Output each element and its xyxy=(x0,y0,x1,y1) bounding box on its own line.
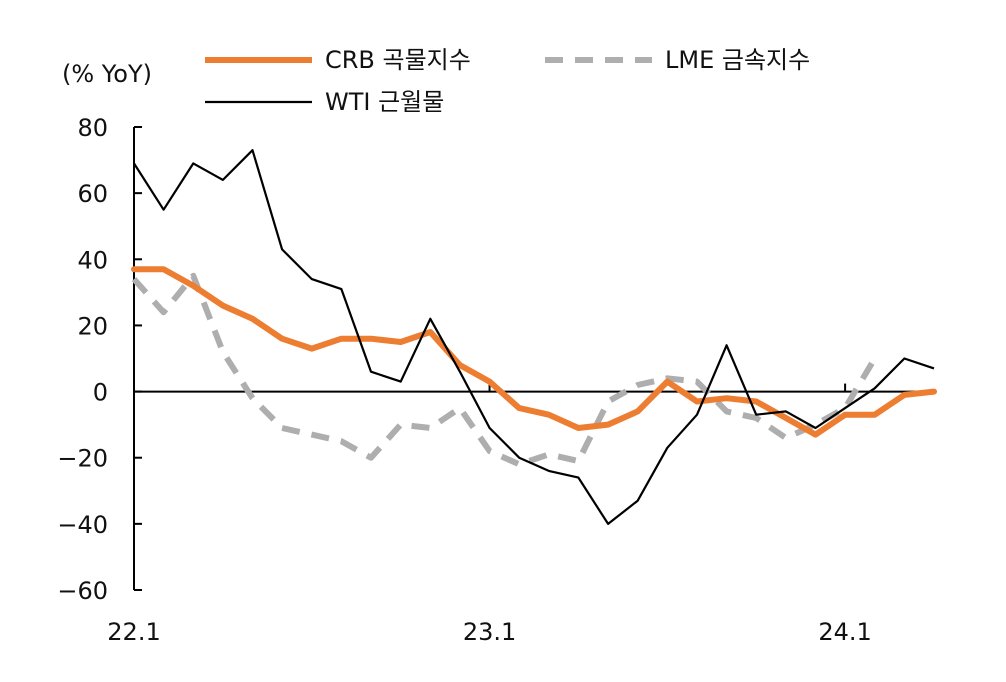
legend-label-wti: WTI 근월물 xyxy=(325,88,444,116)
series-layer xyxy=(131,149,937,526)
y-tick-label: 20 xyxy=(77,312,108,340)
legend-item-crb: CRB 곡물지수 xyxy=(205,46,471,74)
axes xyxy=(133,126,934,591)
y-tick-label: 80 xyxy=(77,114,108,142)
y-tick-label: −20 xyxy=(57,445,108,473)
legend-label-lme: LME 금속지수 xyxy=(665,46,810,74)
legend-item-wti: WTI 근월물 xyxy=(205,88,444,116)
legend-label-crb: CRB 곡물지수 xyxy=(325,46,471,74)
y-tick-label: 40 xyxy=(77,246,108,274)
x-tick-label: 22.1 xyxy=(107,618,160,646)
tick-labels: 80 60 40 20 0 −20 −40 −60 22.1 23.1 24.1 xyxy=(57,114,871,646)
y-tick-label: −60 xyxy=(57,577,108,605)
y-axis-unit-label: (% YoY) xyxy=(62,60,152,88)
legend: CRB 곡물지수 LME 금속지수 WTI 근월물 xyxy=(205,46,810,116)
y-tick-label: 60 xyxy=(77,180,108,208)
x-tick-label: 23.1 xyxy=(463,618,516,646)
y-tick-label: 0 xyxy=(93,379,108,407)
series-line-wti xyxy=(133,149,935,526)
y-tick-label: −40 xyxy=(57,511,108,539)
series-line-crb xyxy=(131,266,937,438)
x-tick-label: 24.1 xyxy=(818,618,871,646)
legend-item-lme: LME 금속지수 xyxy=(545,46,810,74)
series-line-lme xyxy=(131,272,878,468)
